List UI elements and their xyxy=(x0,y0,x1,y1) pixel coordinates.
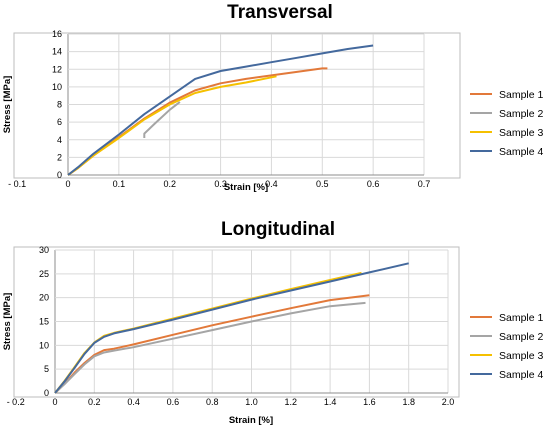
legend-label: Sample 3 xyxy=(499,127,544,139)
legend-label: Sample 4 xyxy=(499,146,544,158)
x-tick-label: 0 xyxy=(65,179,70,189)
y-tick-label: 8 xyxy=(57,100,62,110)
series-line-sample-3 xyxy=(54,271,362,394)
longitudinal-chart: Longitudinal - 0.2 0 0.2 0.4 0.6 0.8 1.0 1.2 1.4… xyxy=(2,219,544,426)
y-tick-label: 30 xyxy=(39,245,49,255)
x-tick-labels: - 0.1 0 0.1 0.2 0.3 0.4 0.5 0.6 0.7 xyxy=(8,179,430,189)
y-tick-label: 10 xyxy=(52,82,62,92)
chart-title: Longitudinal xyxy=(221,219,335,240)
y-tick-label: 5 xyxy=(44,364,49,374)
x-axis-label: Strain [%] xyxy=(224,182,268,193)
series-line-sample-4 xyxy=(54,262,409,394)
series-line-sample-1 xyxy=(54,294,370,394)
x-tick-label: 0.6 xyxy=(167,397,180,407)
x-tick-label: 0.2 xyxy=(163,179,176,189)
series-line-sample-2 xyxy=(54,301,366,394)
x-tick-label: 0.4 xyxy=(265,179,278,189)
y-tick-label: 20 xyxy=(39,293,49,303)
series-line-sample-2 xyxy=(143,101,181,138)
legend-label: Sample 3 xyxy=(499,350,544,362)
series-line-sample-4 xyxy=(67,44,374,176)
legend-label: Sample 1 xyxy=(499,89,544,101)
x-tick-label: 1.8 xyxy=(402,397,415,407)
x-tick-label: - 0.2 xyxy=(7,397,25,407)
y-tick-labels: 0 2 4 6 8 10 12 14 16 xyxy=(52,29,62,180)
x-tick-label: 0 xyxy=(52,397,57,407)
plot-area-border xyxy=(13,32,461,179)
x-axis-label: Strain [%] xyxy=(229,415,273,426)
legend-label: Sample 4 xyxy=(499,369,544,381)
y-tick-label: 12 xyxy=(52,64,62,74)
gridlines xyxy=(54,249,449,394)
x-tick-label: 0.2 xyxy=(88,397,101,407)
y-axis-label: Stress [MPa] xyxy=(2,76,13,134)
x-tick-label: 1.0 xyxy=(245,397,258,407)
series-lines xyxy=(54,262,409,394)
y-tick-label: 2 xyxy=(57,152,62,162)
x-tick-label: 0.7 xyxy=(418,179,431,189)
series-line-sample-3 xyxy=(67,75,277,176)
x-tick-label: 1.4 xyxy=(324,397,337,407)
y-tick-label: 15 xyxy=(39,317,49,327)
y-axis-label: Stress [MPa] xyxy=(2,293,13,351)
legend: Sample 1 Sample 2 Sample 3 Sample 4 xyxy=(470,312,544,381)
x-tick-labels: - 0.2 0 0.2 0.4 0.6 0.8 1.0 1.2 1.4 1.6 1.8 2.0 xyxy=(7,397,455,407)
y-tick-labels: 0 5 10 15 20 25 30 xyxy=(39,245,49,398)
y-tick-label: 4 xyxy=(57,135,62,145)
x-tick-label: 2.0 xyxy=(442,397,455,407)
y-tick-label: 10 xyxy=(39,340,49,350)
x-tick-label: 0.1 xyxy=(113,179,126,189)
transversal-chart: Transversal - 0.1 0 0.1 0.2 0.3 0.4 0.5 0.6 0.7 … xyxy=(2,2,544,193)
x-tick-label: - 0.1 xyxy=(8,179,26,189)
plot-area-border xyxy=(13,246,460,398)
x-tick-label: 1.6 xyxy=(363,397,376,407)
legend-label: Sample 1 xyxy=(499,312,544,324)
y-tick-label: 16 xyxy=(52,29,62,39)
x-tick-label: 0.5 xyxy=(316,179,329,189)
legend-label: Sample 2 xyxy=(499,108,544,120)
chart-title: Transversal xyxy=(227,2,333,23)
y-tick-label: 0 xyxy=(44,388,49,398)
y-tick-label: 14 xyxy=(52,47,62,57)
x-tick-label: 0.4 xyxy=(127,397,140,407)
series-lines xyxy=(67,44,374,176)
y-tick-label: 6 xyxy=(57,117,62,127)
x-tick-label: 0.8 xyxy=(206,397,219,407)
y-tick-label: 0 xyxy=(57,170,62,180)
gridlines xyxy=(67,33,425,176)
x-tick-label: 1.2 xyxy=(285,397,298,407)
y-tick-label: 25 xyxy=(39,269,49,279)
legend: Sample 1 Sample 2 Sample 3 Sample 4 xyxy=(470,89,544,158)
x-tick-label: 0.3 xyxy=(214,179,227,189)
x-tick-label: 0.6 xyxy=(367,179,380,189)
legend-label: Sample 2 xyxy=(499,331,544,343)
